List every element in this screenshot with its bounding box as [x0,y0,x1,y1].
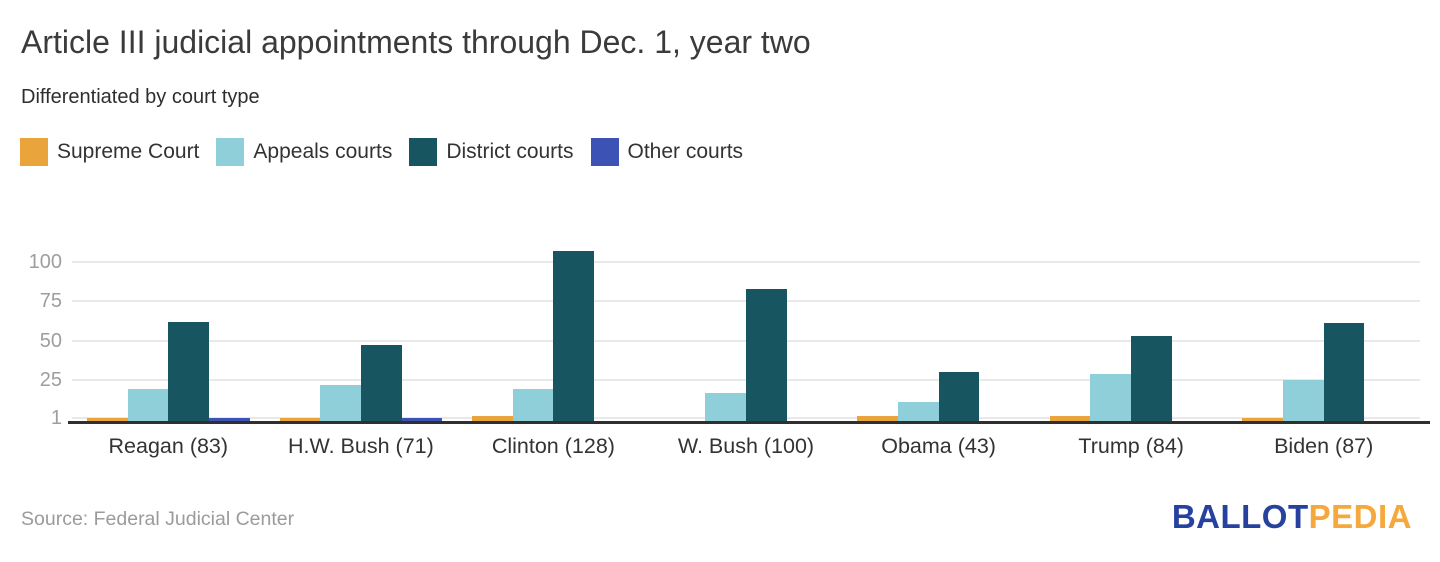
y-axis-tick-label: 25 [39,368,62,391]
bar-appeals-courts-hw[interactable] [320,384,361,422]
bar-district-courts-obama[interactable] [938,372,980,422]
bar-supreme-court-reagan[interactable] [86,417,128,422]
bar-district-courts-biden[interactable] [1323,323,1365,422]
x-axis-category-label: Trump (84) [1078,434,1184,458]
legend-item-supreme-court[interactable]: Supreme Court [20,138,199,166]
chart-subtitle: Differentiated by court type [21,86,260,108]
ballotpedia-logo[interactable]: BALLOTPEDIA [1172,500,1412,533]
logo-text-pedia: PEDIA [1308,498,1412,535]
x-axis-category-label: Clinton (128) [491,434,615,458]
bar-supreme-court-clinton[interactable] [472,416,513,422]
x-axis-category-label: H.W. Bush (71) [288,434,434,458]
bar-district-courts-reagan[interactable] [168,321,209,422]
legend-item-other-courts[interactable]: Other courts [590,138,744,166]
y-axis-tick-label: 75 [39,290,62,313]
y-axis-tick-label: 50 [39,329,62,352]
chart-title: Article III judicial appointments throug… [21,24,811,60]
x-axis-category-label: Obama (43) [881,434,996,458]
legend-swatch-icon [216,138,245,166]
x-axis-category-label: W. Bush (100) [677,434,815,458]
x-axis-line [68,420,1430,424]
bar-district-courts-trump[interactable] [1131,335,1172,422]
legend-label: Supreme Court [57,140,200,163]
legend-label: Appeals courts [253,140,393,163]
x-axis-category-label: Biden (87) [1274,434,1374,458]
bar-appeals-courts-reagan[interactable] [127,389,169,422]
bar-supreme-court-biden[interactable] [1242,417,1283,422]
bar-supreme-court-obama[interactable] [857,416,898,422]
bar-appeals-courts-w[interactable] [705,392,746,422]
bar-district-courts-w[interactable] [746,288,787,422]
gridline-100 [72,260,1420,263]
bar-appeals-courts-clinton[interactable] [512,389,554,422]
bar-district-courts-hw[interactable] [360,345,402,422]
logo-text-ballot: BALLOT [1171,498,1309,535]
source-note: Source: Federal Judicial Center [21,508,295,530]
legend-item-district-courts[interactable]: District courts [409,138,574,166]
x-axis-category-label: Reagan (83) [108,434,229,458]
legend-label: District courts [446,140,574,163]
bar-appeals-courts-trump[interactable] [1090,373,1132,422]
y-axis-tick-label: 100 [28,250,62,273]
bar-supreme-court-hw[interactable] [279,417,321,422]
bar-other-courts-reagan[interactable] [209,417,250,422]
bar-district-courts-clinton[interactable] [553,250,595,422]
chart-legend: Supreme Court Appeals courts District cour… [20,138,743,166]
legend-swatch-icon [20,138,48,166]
y-axis-tick-label: 1 [50,406,62,429]
bar-appeals-courts-biden[interactable] [1283,379,1324,422]
bar-appeals-courts-obama[interactable] [897,402,939,422]
bar-supreme-court-trump[interactable] [1049,416,1091,422]
legend-item-appeals-courts[interactable]: Appeals courts [216,138,392,166]
legend-swatch-icon [590,138,619,166]
bar-other-courts-hw[interactable] [401,417,443,422]
legend-swatch-icon [409,138,438,166]
legend-label: Other courts [627,140,744,163]
